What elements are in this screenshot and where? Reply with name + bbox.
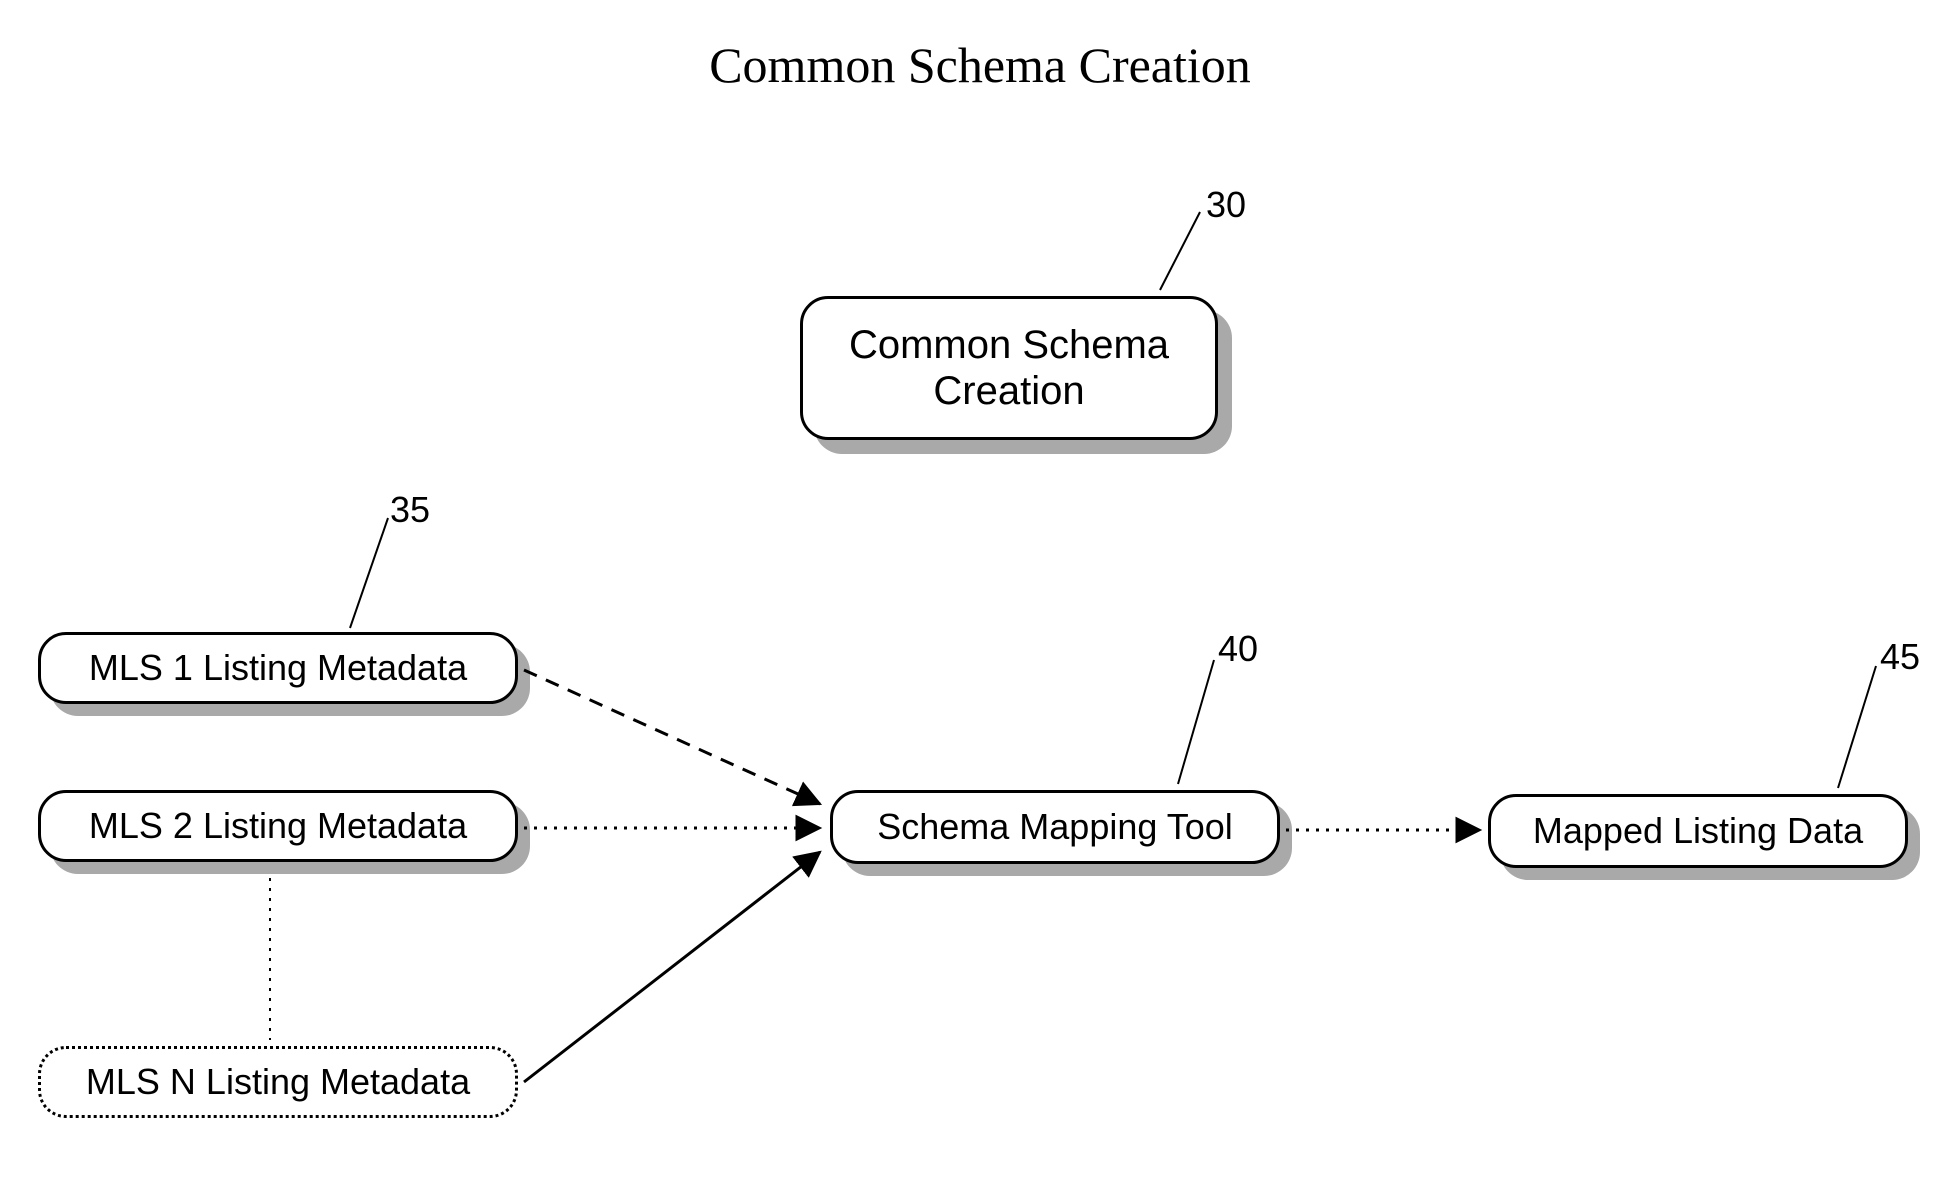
node-label: Mapped Listing Data xyxy=(1533,810,1863,851)
node-mls2: MLS 2 Listing Metadata xyxy=(38,790,518,862)
callout-30: 30 xyxy=(1206,184,1246,226)
node-label: MLS 1 Listing Metadata xyxy=(89,647,467,688)
node-label: Schema Mapping Tool xyxy=(877,806,1233,847)
diagram-canvas: Common Schema Creation Common SchemaCrea… xyxy=(0,0,1960,1181)
node-mls1: MLS 1 Listing Metadata xyxy=(38,632,518,704)
callout-35: 35 xyxy=(390,489,430,531)
callout-40: 40 xyxy=(1218,628,1258,670)
node-label: Common SchemaCreation xyxy=(849,322,1169,414)
node-mlsn: MLS N Listing Metadata xyxy=(38,1046,518,1118)
node-label: MLS 2 Listing Metadata xyxy=(89,805,467,846)
diagram-title: Common Schema Creation xyxy=(0,36,1960,94)
node-mapped-listing-data: Mapped Listing Data xyxy=(1488,794,1908,868)
node-label: MLS N Listing Metadata xyxy=(86,1061,470,1102)
callout-45: 45 xyxy=(1880,636,1920,678)
node-schema-mapping-tool: Schema Mapping Tool xyxy=(830,790,1280,864)
node-common-schema-creation: Common SchemaCreation xyxy=(800,296,1218,440)
edges-overlay xyxy=(0,0,1960,1181)
